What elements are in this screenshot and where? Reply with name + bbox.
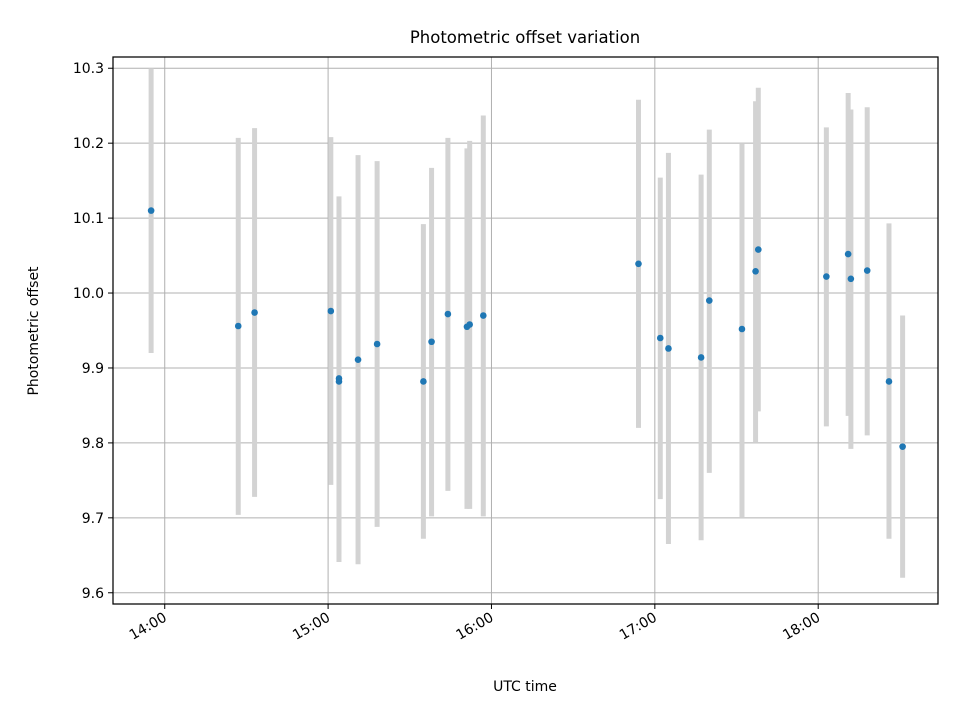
y-tick-label: 9.8 [82,436,104,452]
data-point [754,246,762,253]
x-axis-label: UTC time [493,679,557,695]
data-point [420,378,427,385]
grid-layer [113,57,938,604]
data-point [635,260,642,268]
data-point [327,307,335,315]
y-tick-label: 9.7 [82,511,104,527]
data-point [752,268,759,275]
data-point [847,275,855,283]
data-point [479,312,487,319]
data-point [697,354,705,361]
y-tick-label: 9.9 [82,361,104,377]
data-point [147,207,155,214]
data-point [656,334,664,342]
y-tick-label: 9.6 [82,586,104,602]
data-point [466,321,473,328]
point-layer [147,207,906,450]
data-point [373,340,381,348]
data-point [738,325,746,333]
data-point [863,267,871,274]
plot-frame [112,56,939,605]
data-point [899,443,906,450]
y-tick-label: 10.3 [73,61,104,77]
y-axis-label: Photometric offset [26,266,42,396]
data-point [428,338,435,346]
y-tick-label: 10.2 [73,136,104,152]
y-tick-label: 10.0 [73,286,104,302]
chart-title: Photometric offset variation [410,28,640,47]
data-point [705,297,713,304]
data-point [665,345,672,352]
data-point [844,250,852,258]
y-tick-label: 10.1 [73,211,104,227]
data-point [335,375,343,382]
data-point [234,322,242,330]
data-point [444,310,452,318]
data-point [823,273,830,280]
data-point [354,356,362,364]
data-point [885,378,893,385]
data-point [251,309,258,316]
